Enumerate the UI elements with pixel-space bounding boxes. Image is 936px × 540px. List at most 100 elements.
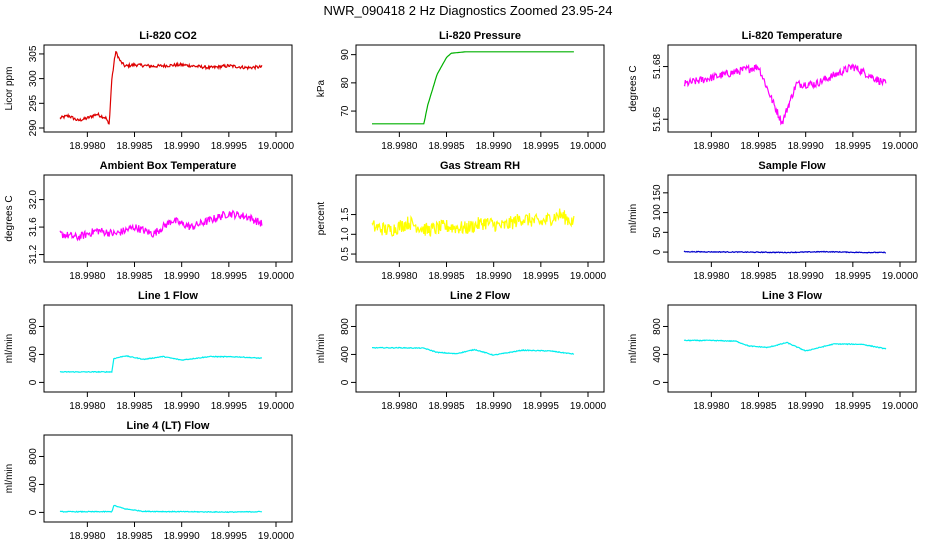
y-tick-label: 1.5 — [340, 207, 351, 221]
series-line — [371, 208, 575, 237]
chart-panel: Gas Stream RH 18.9980 18.9985 18.9990 18.999… — [316, 160, 607, 282]
x-tick-label: 18.9995 — [523, 141, 560, 152]
y-axis-label: ml/min — [4, 464, 15, 493]
y-axis-label: ml/min — [628, 204, 639, 233]
plot-frame — [355, 174, 605, 263]
series-line — [59, 355, 263, 374]
x-tick-label: 18.9980 — [693, 141, 730, 152]
chart-panel: Li-820 CO2 18.9980 18.9985 18.9990 18.9995 19… — [4, 30, 295, 152]
x-tick-label: 18.9990 — [788, 141, 825, 152]
x-tick-label: 18.9985 — [428, 271, 465, 282]
x-tick-label: 18.9985 — [116, 531, 153, 540]
y-tick-label: 0 — [28, 509, 39, 515]
panel-grid: Li-820 CO2 18.9980 18.9985 18.9990 18.9995 19… — [4, 30, 919, 540]
plot-frame — [667, 174, 917, 263]
y-tick-label: 300 — [28, 70, 39, 87]
x-tick-label: 19.0000 — [258, 141, 295, 152]
chart-title: Ambient Box Temperature — [100, 160, 237, 172]
y-tick-label: 400 — [340, 346, 351, 363]
y-axis-label: percent — [316, 202, 327, 236]
y-axis-label: ml/min — [4, 334, 15, 363]
x-tick-label: 19.0000 — [882, 271, 919, 282]
x-tick-label: 18.9985 — [428, 141, 465, 152]
x-tick-label: 18.9995 — [211, 271, 248, 282]
y-tick-label: 295 — [28, 95, 39, 112]
plot-frame — [667, 304, 917, 393]
x-tick-label: 18.9990 — [476, 401, 513, 412]
x-tick-label: 18.9980 — [69, 271, 106, 282]
series-line — [372, 51, 574, 125]
x-tick-label: 18.9985 — [116, 141, 153, 152]
y-tick-label: 51.68 — [652, 54, 663, 79]
x-tick-label: 19.0000 — [258, 401, 295, 412]
x-tick-label: 18.9995 — [835, 271, 872, 282]
x-tick-label: 19.0000 — [882, 401, 919, 412]
chart-panel: Line 1 Flow 18.9980 18.9985 18.9990 18.9995 1… — [4, 290, 295, 412]
plot-frame — [43, 434, 293, 523]
x-tick-label: 18.9990 — [788, 271, 825, 282]
plot-frame — [667, 44, 917, 133]
chart-title: Gas Stream RH — [440, 160, 520, 172]
x-tick-label: 19.0000 — [258, 271, 295, 282]
chart-panel: Line 4 (LT) Flow 18.9980 18.9985 18.9990 18.… — [4, 420, 295, 540]
plot-frame — [43, 174, 293, 263]
x-tick-label: 18.9990 — [164, 271, 201, 282]
y-tick-label: 400 — [28, 346, 39, 363]
x-tick-label: 19.0000 — [570, 401, 607, 412]
series-line — [683, 250, 886, 254]
chart-panel: Li-820 Temperature 18.9980 18.9985 18.9990 1… — [628, 30, 919, 152]
plot-frame — [43, 304, 293, 393]
plot-frame — [355, 304, 605, 393]
chart-title: Sample Flow — [758, 160, 826, 172]
y-axis-label: degrees C — [4, 195, 15, 241]
y-tick-label: 400 — [28, 476, 39, 493]
plot-frame — [43, 44, 293, 133]
y-tick-label: 90 — [340, 49, 351, 61]
x-tick-label: 18.9985 — [740, 141, 777, 152]
y-tick-label: 305 — [28, 45, 39, 62]
chart-title: Li-820 Pressure — [439, 30, 521, 42]
x-tick-label: 18.9980 — [381, 401, 418, 412]
x-tick-label: 19.0000 — [570, 141, 607, 152]
x-tick-label: 18.9985 — [740, 401, 777, 412]
x-tick-label: 18.9995 — [211, 401, 248, 412]
x-tick-label: 18.9990 — [476, 271, 513, 282]
x-tick-label: 18.9995 — [523, 401, 560, 412]
y-tick-label: 1.0 — [340, 227, 351, 241]
x-tick-label: 18.9995 — [523, 271, 560, 282]
y-tick-label: 800 — [28, 318, 39, 335]
x-tick-label: 18.9980 — [69, 531, 106, 540]
x-tick-label: 18.9995 — [211, 141, 248, 152]
x-tick-label: 18.9985 — [116, 271, 153, 282]
x-tick-label: 18.9985 — [740, 271, 777, 282]
chart-title: Line 2 Flow — [450, 290, 510, 302]
chart-panel: Li-820 Pressure 18.9980 18.9985 18.9990 18.9… — [316, 30, 607, 152]
y-tick-label: 0 — [340, 379, 351, 385]
x-tick-label: 18.9980 — [69, 401, 106, 412]
chart-panel: Line 2 Flow 18.9980 18.9985 18.9990 18.9995 1… — [316, 290, 607, 412]
series-line — [59, 504, 263, 514]
y-tick-label: 290 — [28, 119, 39, 136]
y-axis-label: ml/min — [316, 334, 327, 363]
x-tick-label: 19.0000 — [258, 531, 295, 540]
x-tick-label: 18.9990 — [788, 401, 825, 412]
series-line — [372, 346, 575, 356]
y-axis-label: kPa — [316, 79, 327, 97]
y-axis-label: ml/min — [628, 334, 639, 363]
x-tick-label: 18.9985 — [428, 401, 465, 412]
x-tick-label: 18.9990 — [476, 141, 513, 152]
x-tick-label: 18.9980 — [69, 141, 106, 152]
y-tick-label: 31.2 — [28, 244, 39, 264]
y-tick-label: 400 — [652, 346, 663, 363]
chart-title: Line 3 Flow — [762, 290, 822, 302]
y-tick-label: 0 — [652, 249, 663, 255]
x-tick-label: 18.9990 — [164, 531, 201, 540]
x-tick-label: 18.9995 — [211, 531, 248, 540]
y-tick-label: 800 — [340, 318, 351, 335]
series-line — [59, 209, 263, 242]
y-axis-label: Licor ppm — [4, 67, 15, 111]
chart-panel: Ambient Box Temperature 18.9980 18.9985 18.… — [4, 160, 295, 282]
x-tick-label: 18.9980 — [693, 401, 730, 412]
y-tick-label: 70 — [340, 105, 351, 117]
figure-title: NWR_090418 2 Hz Diagnostics Zoomed 23.95… — [323, 3, 612, 18]
